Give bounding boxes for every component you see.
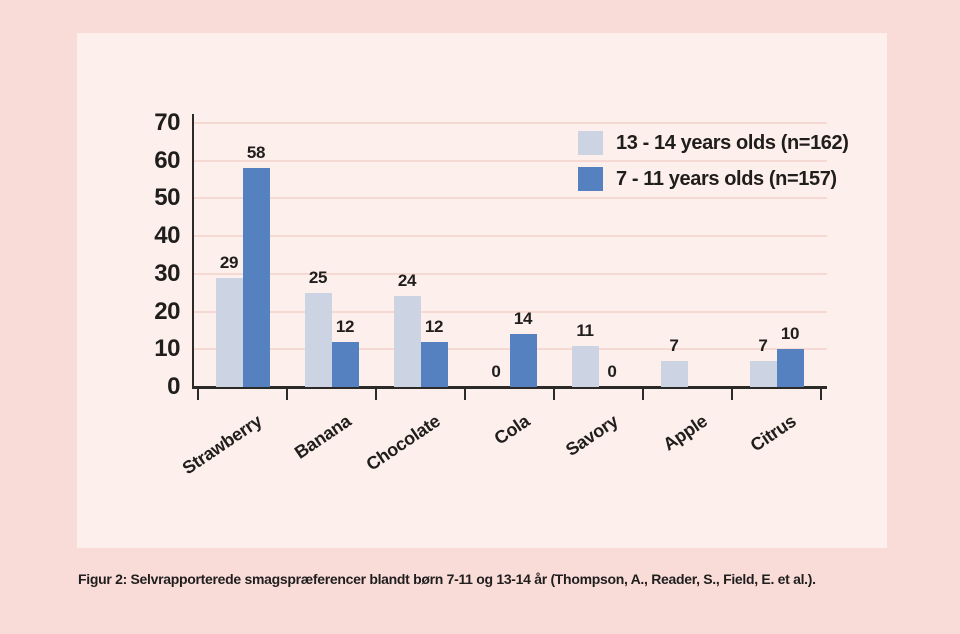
bar-citrus-7-11 <box>776 349 804 387</box>
gridline-60 <box>194 159 827 162</box>
x-tick-label-citrus: Citrus <box>746 410 800 456</box>
x-axis-tick <box>820 389 822 400</box>
bar-chocolate-13-14 <box>393 296 421 387</box>
bar-value-label: 0 <box>491 362 501 381</box>
legend-item-7-11: 7 - 11 years olds (n=157) <box>578 167 849 191</box>
x-tick-label-chocolate: Chocolate <box>362 410 444 475</box>
bar-value-label: 7 <box>758 336 768 355</box>
bar-value-label: 12 <box>335 317 355 336</box>
bar-citrus-13-14 <box>749 361 777 387</box>
x-axis-line <box>192 386 827 389</box>
x-axis-tick <box>464 389 466 400</box>
gridline-40 <box>194 235 827 238</box>
bar-banana-7-11 <box>331 342 359 387</box>
y-tick-label-20: 20 <box>154 297 180 325</box>
bar-cola-7-11 <box>509 334 537 387</box>
legend-item-13-14: 13 - 14 years olds (n=162) <box>578 131 849 155</box>
legend-label-13-14: 13 - 14 years olds (n=162) <box>616 131 849 154</box>
legend-swatch-13-14 <box>578 131 603 155</box>
bar-value-label: 24 <box>397 271 417 290</box>
gridline-20 <box>194 310 827 313</box>
x-axis-tick <box>286 389 288 400</box>
x-axis-tick <box>197 389 199 400</box>
y-axis-line <box>192 114 194 389</box>
x-axis-tick <box>553 389 555 400</box>
bar-strawberry-7-11 <box>242 168 270 387</box>
bar-apple-13-14 <box>660 361 688 387</box>
bar-value-label: 11 <box>576 321 594 340</box>
bar-value-label: 14 <box>513 309 533 328</box>
y-tick-label-50: 50 <box>154 184 180 212</box>
x-tick-label-banana: Banana <box>291 410 355 463</box>
legend-swatch-7-11 <box>578 167 603 191</box>
bar-value-label: 12 <box>424 317 444 336</box>
y-tick-label-70: 70 <box>154 109 180 136</box>
bar-savory-13-14 <box>571 346 599 387</box>
y-tick-label-10: 10 <box>154 335 180 363</box>
y-tick-label-30: 30 <box>154 259 180 287</box>
bar-chocolate-7-11 <box>420 342 448 387</box>
bar-banana-13-14 <box>304 293 332 387</box>
y-tick-label-60: 60 <box>154 146 180 174</box>
x-tick-label-apple: Apple <box>659 410 711 455</box>
x-tick-label-cola: Cola <box>490 410 533 449</box>
y-tick-label-40: 40 <box>154 222 180 250</box>
bar-value-label: 29 <box>219 253 239 272</box>
x-tick-label-strawberry: Strawberry <box>179 410 266 479</box>
gridline-30 <box>194 272 827 275</box>
chart-panel <box>77 33 887 548</box>
bar-value-label: 10 <box>780 324 800 343</box>
figure-caption: Figur 2: Selvrapporterede smagspræferenc… <box>78 571 816 587</box>
x-tick-label-savory: Savory <box>562 410 622 460</box>
bar-value-label: 25 <box>308 268 328 287</box>
bar-value-label: 58 <box>246 143 266 162</box>
gridline-50 <box>194 197 827 200</box>
bar-strawberry-13-14 <box>215 278 243 387</box>
legend-label-7-11: 7 - 11 years olds (n=157) <box>616 167 837 190</box>
x-axis-tick <box>375 389 377 400</box>
bar-value-label: 0 <box>607 362 617 381</box>
chart-legend: 13 - 14 years olds (n=162) 7 - 11 years … <box>578 131 849 191</box>
y-tick-label-0: 0 <box>167 373 180 400</box>
x-axis-tick <box>642 389 644 400</box>
bar-value-label: 7 <box>669 336 679 355</box>
gridline-70 <box>194 122 827 124</box>
x-axis-tick <box>731 389 733 400</box>
